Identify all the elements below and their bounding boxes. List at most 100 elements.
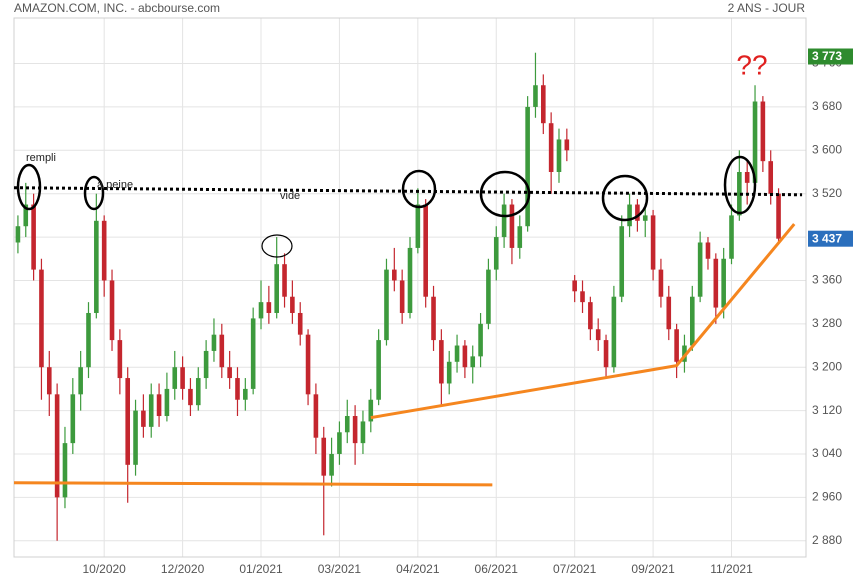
candle-body bbox=[101, 220, 107, 281]
candle-body bbox=[235, 378, 240, 400]
chart-subtitle: 2 ANS - JOUR bbox=[728, 1, 806, 15]
candle-body bbox=[493, 237, 499, 270]
overlay: rempli à peine vide?? bbox=[13, 49, 803, 487]
y-tick-label: 2 880 bbox=[812, 533, 842, 547]
circle bbox=[601, 174, 649, 222]
candle-body bbox=[689, 296, 695, 346]
candle-body bbox=[203, 350, 209, 379]
candle-body bbox=[666, 296, 672, 330]
candle-body bbox=[313, 394, 319, 438]
x-tick-label: 11/2021 bbox=[710, 562, 753, 576]
candle-body bbox=[407, 247, 413, 313]
candle-body bbox=[548, 123, 554, 172]
candle-body bbox=[141, 410, 146, 427]
candle-body bbox=[329, 453, 334, 476]
y-tick-label: 3 520 bbox=[812, 186, 842, 200]
candle-body bbox=[525, 106, 530, 227]
candle-body bbox=[478, 323, 483, 357]
annotation: rempli bbox=[26, 152, 56, 164]
candle-body bbox=[682, 345, 687, 362]
candle-body bbox=[580, 291, 585, 303]
candle-body bbox=[274, 264, 279, 313]
candle-body bbox=[109, 280, 115, 341]
candle-body bbox=[454, 345, 460, 362]
candle-body bbox=[744, 172, 750, 183]
candle-body bbox=[619, 226, 625, 297]
candle-body bbox=[376, 340, 381, 400]
candle-body bbox=[517, 226, 523, 248]
candle-body bbox=[588, 302, 593, 330]
y-tick-label: 3 040 bbox=[812, 446, 842, 460]
candle-body bbox=[635, 204, 640, 221]
candle-body bbox=[94, 220, 99, 313]
y-tick-label: 3 600 bbox=[812, 142, 842, 156]
x-tick-label: 09/2021 bbox=[631, 562, 675, 576]
x-tick-label: 04/2021 bbox=[396, 562, 440, 576]
candle-body bbox=[360, 421, 366, 444]
chart-title: AMAZON.COM, INC. - abcbourse.com bbox=[14, 1, 220, 15]
candle-body bbox=[439, 340, 444, 384]
candle-body bbox=[446, 361, 452, 384]
circle bbox=[723, 155, 757, 215]
candle-body bbox=[297, 312, 303, 335]
candle-body bbox=[164, 388, 170, 417]
candle-body bbox=[697, 242, 703, 297]
candle-body bbox=[564, 139, 570, 151]
candle-body bbox=[117, 340, 123, 379]
candle-body bbox=[595, 329, 601, 341]
annotation: vide bbox=[280, 190, 300, 202]
candle-body bbox=[148, 394, 154, 427]
candle-body bbox=[486, 269, 491, 324]
y-tick-label: 3 120 bbox=[812, 403, 842, 417]
candle-body bbox=[78, 367, 83, 395]
price-marker-label: 3 773 bbox=[812, 49, 842, 63]
candle-body bbox=[243, 388, 248, 400]
candle-body bbox=[31, 204, 36, 270]
y-tick-label: 3 200 bbox=[812, 359, 842, 373]
candle-body bbox=[627, 204, 632, 227]
candle-body bbox=[23, 204, 29, 227]
candle-body bbox=[125, 378, 131, 465]
candle-body bbox=[415, 204, 421, 248]
candle-body bbox=[188, 388, 193, 406]
plot-frame bbox=[13, 17, 807, 558]
candle-body bbox=[368, 399, 374, 422]
candle-body bbox=[227, 367, 232, 379]
candle-body bbox=[156, 394, 162, 417]
candle-body bbox=[392, 269, 397, 281]
candle-body bbox=[46, 367, 52, 395]
candle-body bbox=[195, 378, 201, 406]
candles bbox=[15, 52, 781, 541]
candle-body bbox=[321, 437, 327, 476]
candle-body bbox=[431, 296, 436, 341]
y-tick-label: 3 360 bbox=[812, 273, 842, 287]
candle-body bbox=[572, 280, 577, 292]
candle-body bbox=[86, 312, 91, 368]
candle-body bbox=[729, 215, 734, 259]
y-tick-label: 2 960 bbox=[812, 490, 842, 504]
candle-body bbox=[258, 302, 264, 319]
candle-body bbox=[62, 443, 68, 498]
price-marker bbox=[808, 230, 853, 247]
x-tick-label: 07/2021 bbox=[553, 562, 597, 576]
x-tick-label: 10/2020 bbox=[82, 562, 126, 576]
candle-body bbox=[737, 172, 742, 216]
candle-body bbox=[658, 269, 664, 297]
circle bbox=[479, 170, 531, 218]
candle-body bbox=[603, 340, 609, 368]
candle-body bbox=[219, 334, 225, 368]
candle-body bbox=[133, 410, 138, 465]
candle-body bbox=[180, 367, 185, 389]
candle-body bbox=[533, 85, 538, 107]
candle-body bbox=[211, 334, 217, 351]
candle-body bbox=[470, 356, 476, 368]
trend-line bbox=[370, 223, 796, 420]
candle-body bbox=[305, 334, 311, 395]
candle-body bbox=[266, 302, 272, 313]
candle-body bbox=[39, 269, 44, 368]
circle bbox=[401, 169, 437, 209]
candle-body bbox=[462, 345, 468, 368]
candle-body bbox=[721, 258, 726, 308]
candle-body bbox=[760, 101, 766, 162]
